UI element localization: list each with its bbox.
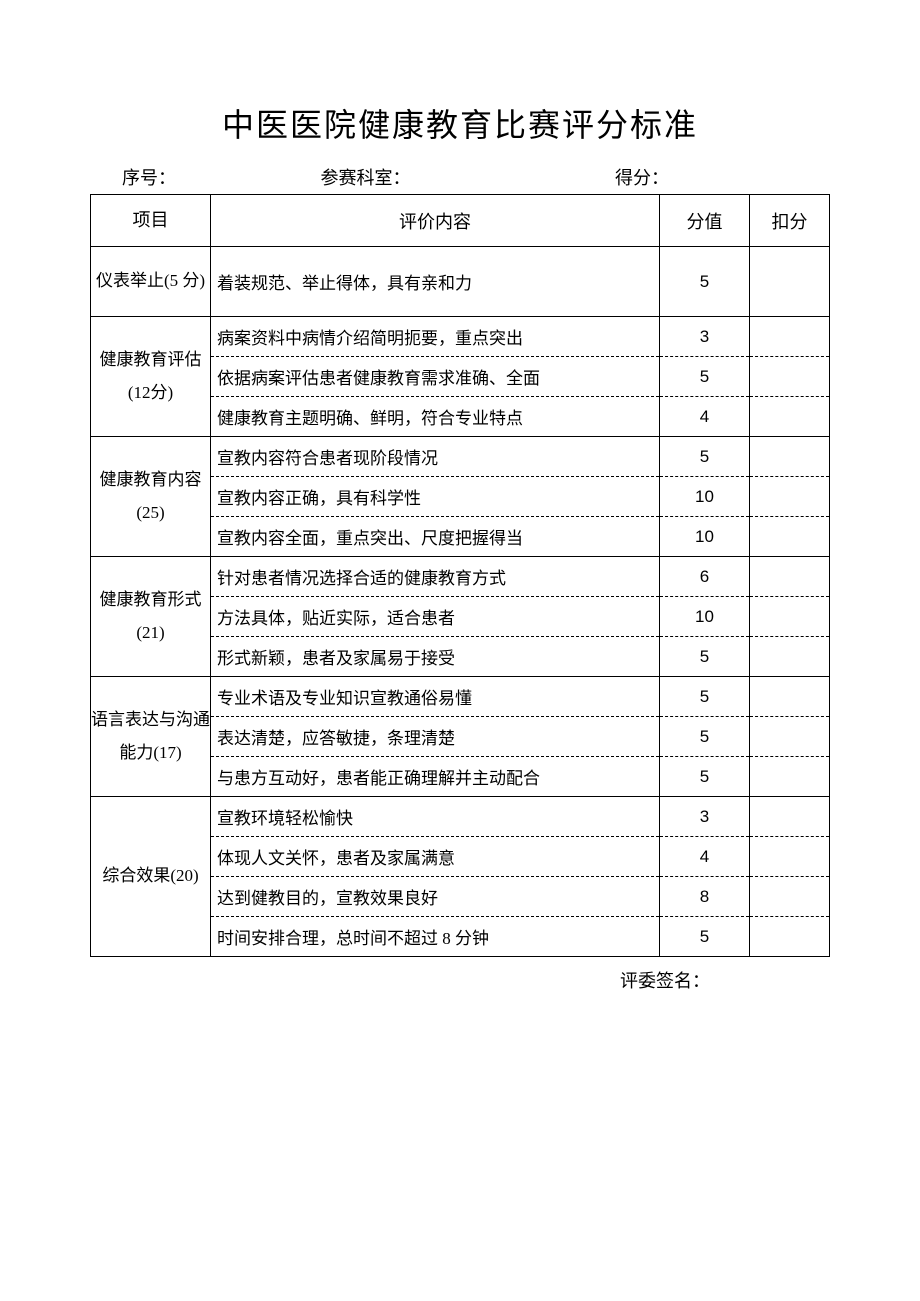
score-cell: 5 — [660, 757, 750, 797]
table-row: 健康教育评估(12分)病案资料中病情介绍简明扼要，重点突出3 — [91, 317, 830, 357]
deduct-cell[interactable] — [750, 797, 830, 837]
score-cell: 5 — [660, 717, 750, 757]
score-cell: 3 — [660, 317, 750, 357]
content-cell: 宣教内容符合患者现阶段情况 — [211, 437, 660, 477]
item-cell: 综合效果(20) — [91, 797, 211, 957]
content-cell: 体现人文关怀，患者及家属满意 — [211, 837, 660, 877]
deduct-cell[interactable] — [750, 717, 830, 757]
deduct-cell[interactable] — [750, 837, 830, 877]
page-title: 中医医院健康教育比赛评分标准 — [90, 100, 830, 146]
deduct-cell[interactable] — [750, 477, 830, 517]
item-cell: 健康教育形式(21) — [91, 557, 211, 677]
deduct-cell[interactable] — [750, 917, 830, 957]
score-label: 得分： — [615, 164, 669, 190]
content-cell: 依据病案评估患者健康教育需求准确、全面 — [211, 357, 660, 397]
score-cell: 6 — [660, 557, 750, 597]
deduct-cell[interactable] — [750, 757, 830, 797]
deduct-cell[interactable] — [750, 637, 830, 677]
deduct-cell[interactable] — [750, 357, 830, 397]
scoring-table: 项目 评价内容 分值 扣分 仪表举止(5 分)着装规范、举止得体，具有亲和力5健… — [90, 194, 830, 957]
item-cell: 健康教育评估(12分) — [91, 317, 211, 437]
deduct-cell[interactable] — [750, 557, 830, 597]
content-cell: 表达清楚，应答敏捷，条理清楚 — [211, 717, 660, 757]
score-cell: 10 — [660, 477, 750, 517]
deduct-cell[interactable] — [750, 597, 830, 637]
deduct-cell[interactable] — [750, 247, 830, 317]
col-header-item: 项目 — [91, 195, 211, 247]
score-cell: 3 — [660, 797, 750, 837]
signature-label: 评委签名： — [620, 971, 710, 991]
score-cell: 10 — [660, 517, 750, 557]
deduct-cell[interactable] — [750, 437, 830, 477]
score-cell: 5 — [660, 917, 750, 957]
content-cell: 宣教内容正确，具有科学性 — [211, 477, 660, 517]
form-header: 序号： 参赛科室： 得分： — [90, 164, 830, 190]
score-cell: 4 — [660, 837, 750, 877]
content-cell: 达到健教目的，宣教效果良好 — [211, 877, 660, 917]
item-cell: 仪表举止(5 分) — [91, 247, 211, 317]
table-row: 健康教育内容(25)宣教内容符合患者现阶段情况5 — [91, 437, 830, 477]
table-row: 健康教育形式(21)针对患者情况选择合适的健康教育方式6 — [91, 557, 830, 597]
item-cell: 健康教育内容(25) — [91, 437, 211, 557]
content-cell: 方法具体，贴近实际，适合患者 — [211, 597, 660, 637]
score-cell: 5 — [660, 357, 750, 397]
score-cell: 5 — [660, 247, 750, 317]
deduct-cell[interactable] — [750, 677, 830, 717]
table-body: 仪表举止(5 分)着装规范、举止得体，具有亲和力5健康教育评估(12分)病案资料… — [91, 247, 830, 957]
table-header-row: 项目 评价内容 分值 扣分 — [91, 195, 830, 247]
content-cell: 宣教内容全面，重点突出、尺度把握得当 — [211, 517, 660, 557]
content-cell: 针对患者情况选择合适的健康教育方式 — [211, 557, 660, 597]
deduct-cell[interactable] — [750, 397, 830, 437]
deduct-cell[interactable] — [750, 877, 830, 917]
table-row: 仪表举止(5 分)着装规范、举止得体，具有亲和力5 — [91, 247, 830, 317]
content-cell: 形式新颖，患者及家属易于接受 — [211, 637, 660, 677]
table-row: 综合效果(20)宣教环境轻松愉快3 — [91, 797, 830, 837]
deduct-cell[interactable] — [750, 517, 830, 557]
content-cell: 病案资料中病情介绍简明扼要，重点突出 — [211, 317, 660, 357]
col-header-score: 分值 — [660, 195, 750, 247]
content-cell: 着装规范、举止得体，具有亲和力 — [211, 247, 660, 317]
col-header-deduct: 扣分 — [750, 195, 830, 247]
content-cell: 宣教环境轻松愉快 — [211, 797, 660, 837]
score-cell: 5 — [660, 677, 750, 717]
content-cell: 时间安排合理，总时间不超过 8 分钟 — [211, 917, 660, 957]
seq-label: 序号： — [122, 164, 176, 190]
deduct-cell[interactable] — [750, 317, 830, 357]
table-row: 语言表达与沟通能力(17)专业术语及专业知识宣教通俗易懂5 — [91, 677, 830, 717]
score-cell: 8 — [660, 877, 750, 917]
score-cell: 4 — [660, 397, 750, 437]
item-cell: 语言表达与沟通能力(17) — [91, 677, 211, 797]
content-cell: 与患方互动好，患者能正确理解并主动配合 — [211, 757, 660, 797]
score-cell: 10 — [660, 597, 750, 637]
dept-label: 参赛科室： — [321, 164, 411, 190]
footer: 评委签名： — [90, 967, 830, 993]
score-cell: 5 — [660, 437, 750, 477]
score-cell: 5 — [660, 637, 750, 677]
col-header-content: 评价内容 — [211, 195, 660, 247]
content-cell: 专业术语及专业知识宣教通俗易懂 — [211, 677, 660, 717]
page: 中医医院健康教育比赛评分标准 序号： 参赛科室： 得分： 项目 评价内容 分值 … — [0, 0, 920, 993]
content-cell: 健康教育主题明确、鲜明，符合专业特点 — [211, 397, 660, 437]
